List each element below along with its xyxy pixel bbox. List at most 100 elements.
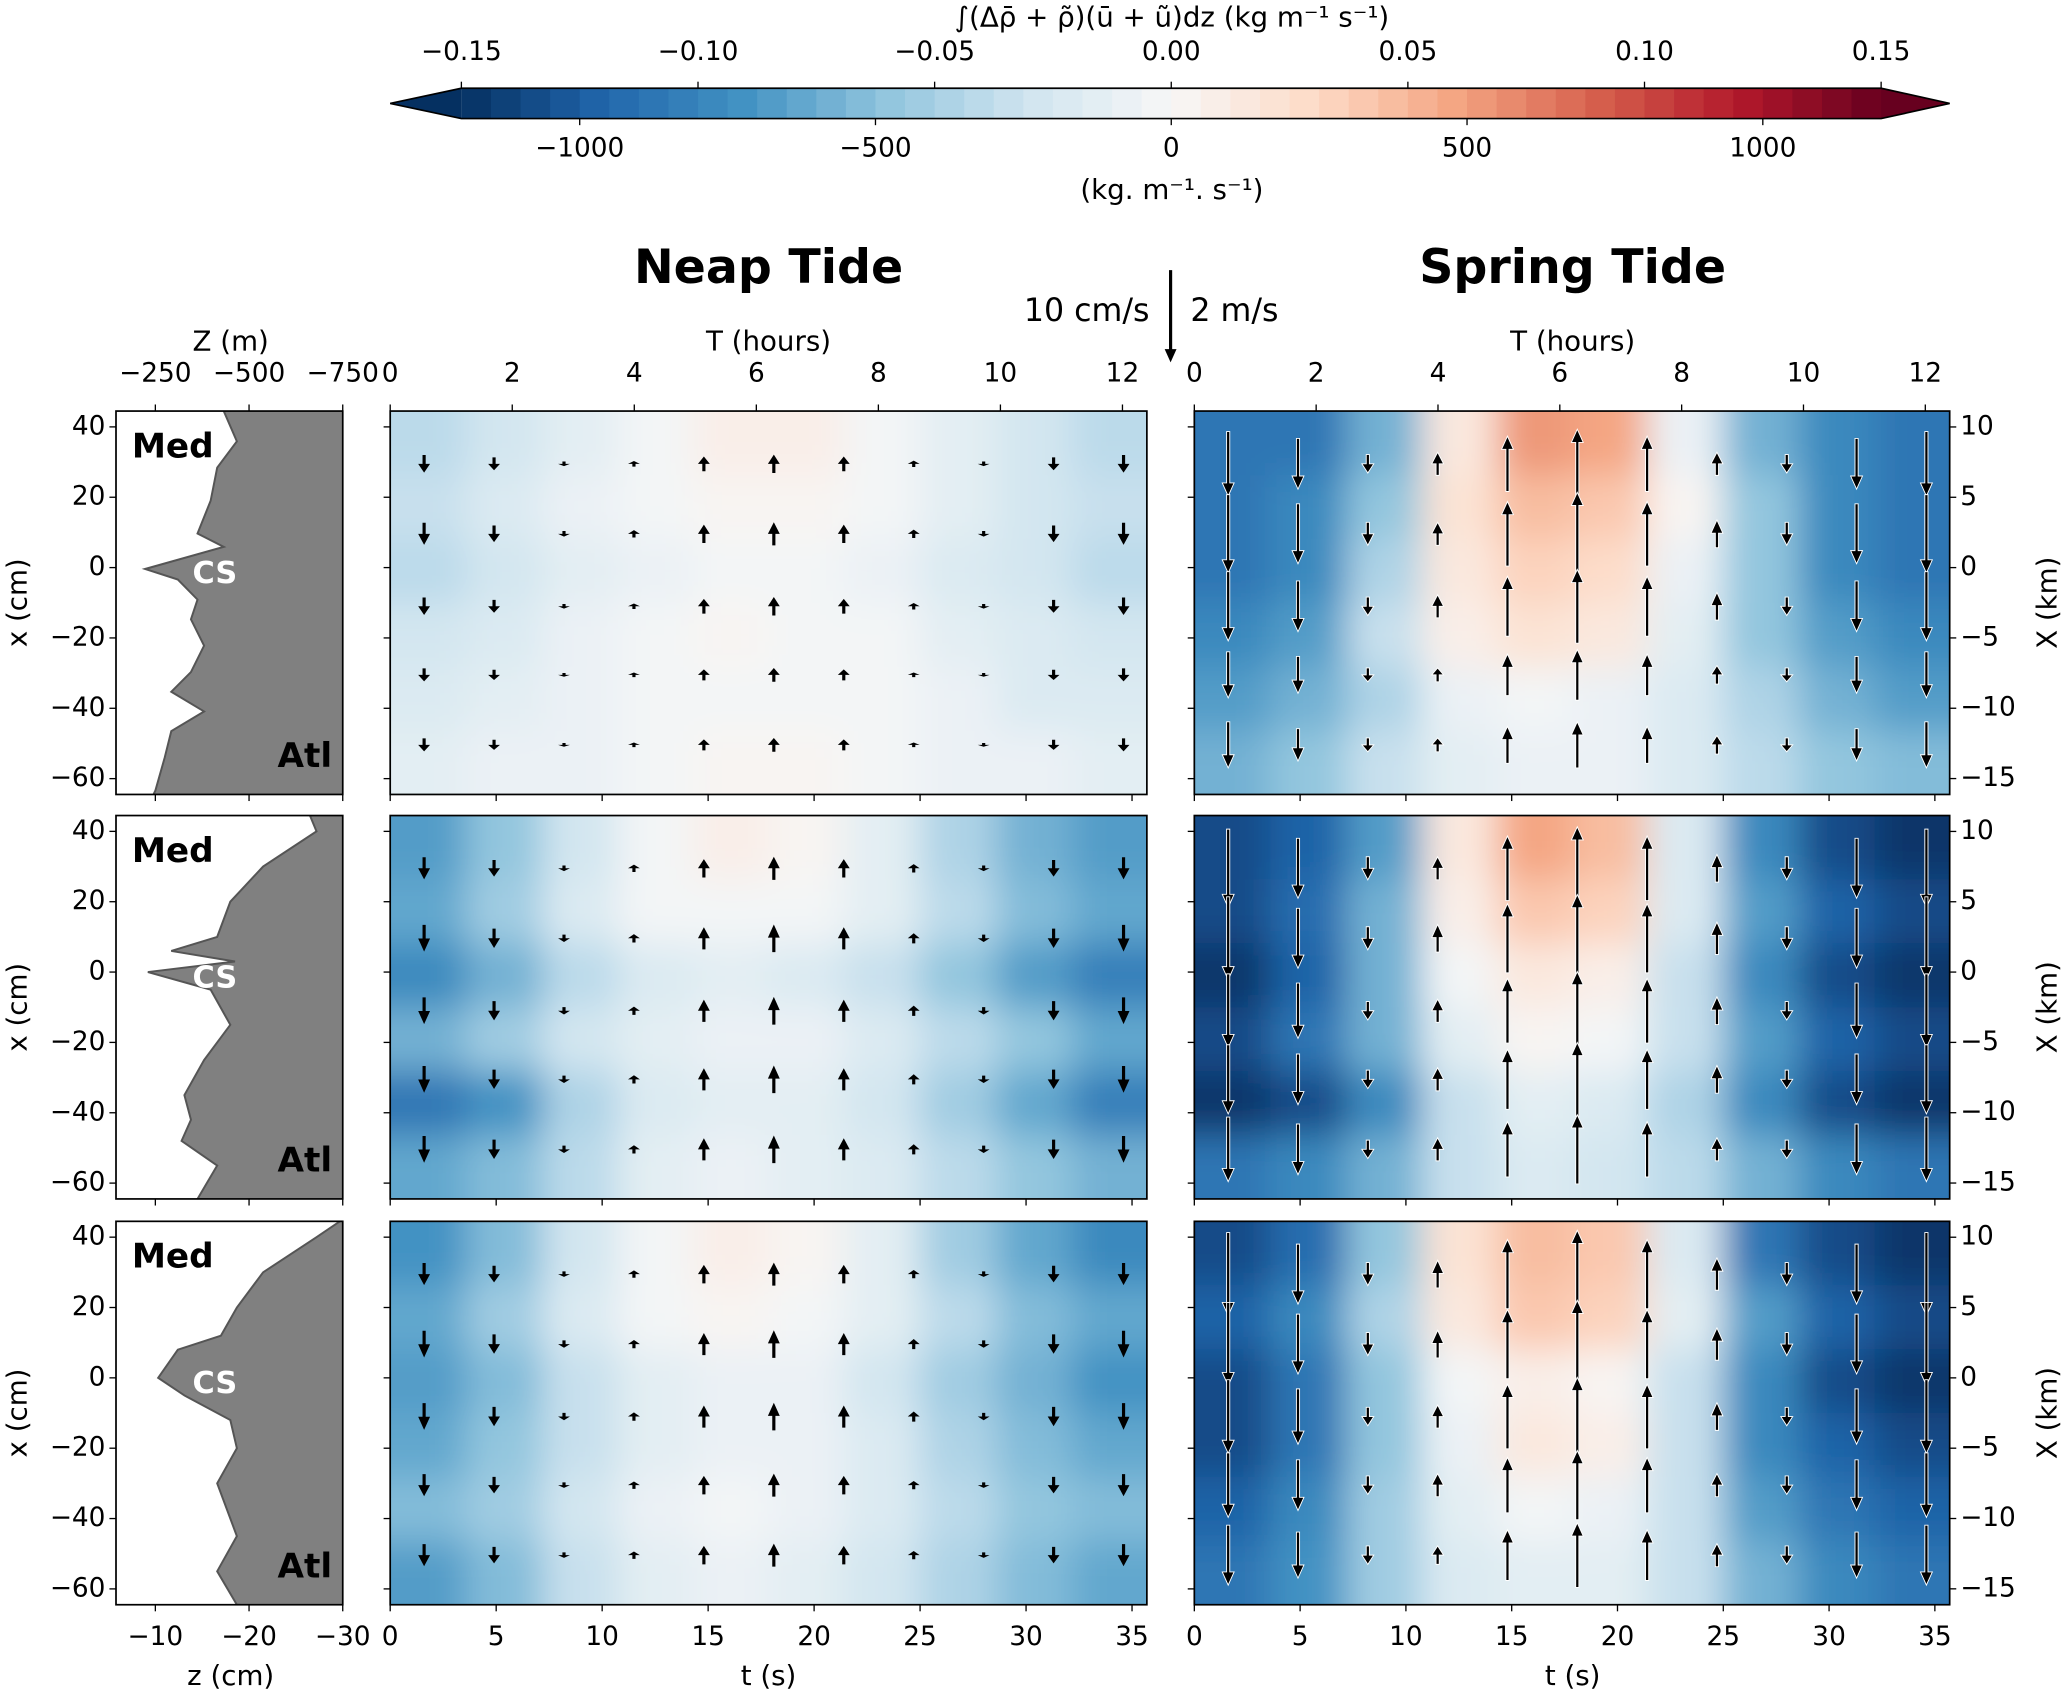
colorbar-tick-label: −0.10 xyxy=(658,37,739,67)
quiver-arrow xyxy=(1221,1116,1235,1183)
x-tick-label: 20 xyxy=(797,1622,831,1652)
heatmap-cell xyxy=(1194,602,1272,668)
y-tick-label: −20 xyxy=(50,622,106,652)
heatmap-cell xyxy=(1346,1349,1423,1414)
quiver-arrow xyxy=(1430,1066,1445,1092)
quiver-arrow xyxy=(1919,651,1934,700)
quiver-arrow xyxy=(1047,739,1060,750)
colorbar-level xyxy=(1526,88,1557,119)
heatmap-cell xyxy=(1799,1135,1876,1199)
heatmap-cell xyxy=(1647,602,1724,668)
quiver-arrow xyxy=(907,933,920,944)
heatmap-cell xyxy=(1799,1349,1876,1414)
heatmap-cell xyxy=(1421,815,1498,881)
quiver-arrow xyxy=(837,524,850,544)
heatmap-cell xyxy=(996,1540,1073,1605)
quiver-arrow xyxy=(1361,1475,1375,1496)
heatmap-cell xyxy=(542,1477,619,1542)
quiver-arrow xyxy=(837,598,850,614)
quiver-arrow xyxy=(837,927,850,950)
heatmap-cell xyxy=(466,474,544,540)
quiver-arrow xyxy=(1780,1332,1794,1357)
heatmap xyxy=(390,411,1147,795)
quiver-arrow xyxy=(1710,921,1724,955)
heatmap-cell xyxy=(542,730,619,795)
seabed xyxy=(141,411,343,795)
quiver-arrow xyxy=(1430,1404,1445,1429)
y2-tick-label: 10 xyxy=(1960,1222,1994,1252)
heatmap-cell xyxy=(1346,538,1423,604)
quiver-arrow xyxy=(1117,522,1130,545)
quiver-arrow xyxy=(697,927,710,950)
heatmap-cell xyxy=(1874,1477,1950,1542)
colorbar-level xyxy=(727,88,758,119)
heatmap-cell xyxy=(1799,1221,1876,1286)
heatmap-cell xyxy=(466,538,544,604)
quiver-arrow xyxy=(977,531,990,537)
quiver-arrow xyxy=(1849,503,1864,565)
heatmap-cell xyxy=(1572,1413,1648,1478)
heatmap-cell xyxy=(618,474,694,540)
column-title: Spring Tide xyxy=(1419,240,1726,295)
quiver-arrow xyxy=(1849,1243,1864,1306)
quiver-arrow xyxy=(767,522,780,546)
quiver-arrow xyxy=(1779,596,1794,617)
quiver-arrow xyxy=(1500,500,1515,567)
heatmap-cell xyxy=(996,1349,1073,1414)
y2-tick-label: −10 xyxy=(1960,693,2016,723)
quiver-arrow xyxy=(1570,1449,1584,1521)
y-tick-label: −20 xyxy=(50,1027,106,1057)
heatmap-cell xyxy=(1194,730,1272,795)
quiver-arrow xyxy=(418,924,431,952)
heatmap-cell xyxy=(920,730,998,795)
quiver-arrow xyxy=(1291,1053,1305,1106)
heatmap-cell xyxy=(1496,1221,1573,1286)
quiver-arrow xyxy=(1047,1546,1060,1564)
quiver-arrow xyxy=(837,739,850,751)
heatmap-cell xyxy=(920,1413,998,1478)
quiver-arrow xyxy=(1710,853,1724,883)
heatmap-cell xyxy=(1194,1413,1272,1478)
heatmap-cell xyxy=(1194,666,1272,732)
colorbar-level xyxy=(638,88,670,119)
quiver-arrow xyxy=(697,1138,710,1161)
heatmap-cell xyxy=(768,474,845,540)
heatmap-cell xyxy=(1723,538,1801,604)
quiver-arrow xyxy=(418,668,431,682)
heatmap-cell xyxy=(466,879,544,944)
quiver-arrow xyxy=(488,599,500,613)
colorbar-level xyxy=(757,88,788,119)
quiver-arrow xyxy=(907,672,920,678)
colorbar-level xyxy=(1821,88,1853,119)
quiver-arrow xyxy=(977,1075,990,1084)
x-tick-label: 5 xyxy=(488,1622,505,1652)
heatmap-cell xyxy=(1071,602,1147,668)
quiver-arrow xyxy=(558,743,570,747)
heatmap-cell xyxy=(768,538,845,604)
heatmap-cell xyxy=(920,602,998,668)
bathymetry-panel xyxy=(147,815,343,1199)
quiver-arrow xyxy=(1500,1528,1515,1581)
quiver-arrow xyxy=(418,1544,431,1567)
heatmap-cell xyxy=(1194,1007,1272,1072)
quiver-arrow xyxy=(1640,1048,1654,1110)
quiver-arrow xyxy=(1117,1474,1130,1497)
heatmap-cell xyxy=(1572,1349,1648,1414)
quiver-arrow xyxy=(837,1545,850,1565)
quiver-arrow xyxy=(1047,599,1060,613)
heatmap-cell xyxy=(390,1413,468,1478)
bathymetry-panel xyxy=(156,1221,343,1605)
heatmap-cell xyxy=(1874,943,1950,1008)
heatmap-cell xyxy=(768,943,845,1008)
colorbar-level xyxy=(1319,88,1350,119)
heatmap-cell xyxy=(1421,1349,1498,1414)
annotation: CS xyxy=(193,556,238,591)
axis-label: x (cm) xyxy=(0,1369,33,1458)
quiver-arrow xyxy=(418,1403,431,1430)
quiver-arrow xyxy=(1779,1545,1794,1566)
quiver-arrow xyxy=(1640,1456,1654,1514)
heatmap-cell xyxy=(542,538,619,604)
quiver-arrow xyxy=(1849,907,1864,970)
colorbar-extend xyxy=(1881,88,1950,119)
quiver-arrow xyxy=(1291,655,1305,695)
